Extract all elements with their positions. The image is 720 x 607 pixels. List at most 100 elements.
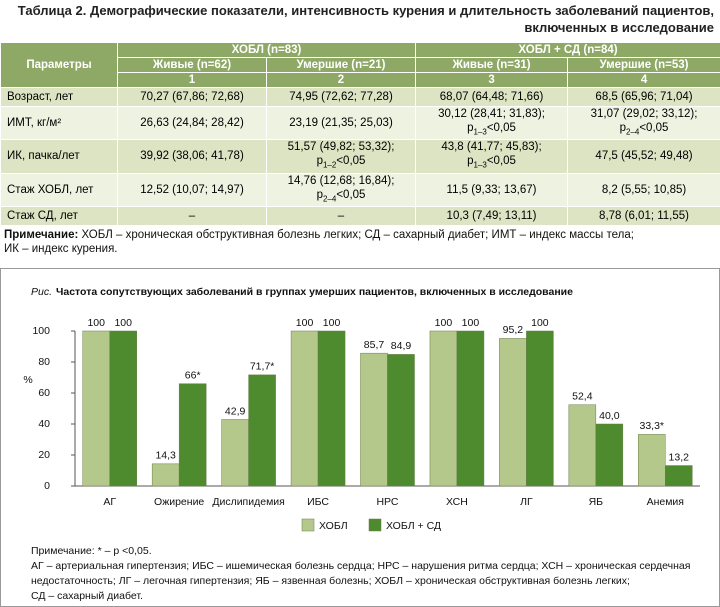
cell: 70,27 (67,86; 72,68) (117, 87, 267, 107)
chart-note: недостаточность; ЛГ – легочная гипертенз… (31, 575, 630, 587)
chart-title: Частота сопутствующих заболеваний в груп… (56, 286, 573, 298)
bar (317, 330, 346, 487)
cell-value: 8,78 (6,01; 11,55) (599, 209, 689, 222)
note-label: Примечание: (4, 229, 79, 241)
x-tick-label: Дислипидемия (212, 496, 285, 508)
cell-value: 26,63 (24,84; 28,42) (140, 117, 244, 130)
value-label: 95,2 (503, 324, 524, 336)
p-label: p (467, 122, 474, 134)
cell-value: 8,2 (5,55; 10,85) (601, 183, 687, 196)
legend-label: ХОБЛ (319, 520, 348, 532)
cell: 8,78 (6,01; 11,55) (567, 205, 720, 226)
p-label: p (467, 155, 474, 168)
bar (499, 338, 527, 487)
cell: 31,07 (29,02; 33,12); p2–4<0,05 (567, 105, 720, 141)
x-tick-label: ХСН (446, 496, 468, 508)
p-rest: <0,05 (486, 155, 516, 168)
p-label: p (619, 122, 626, 134)
table-row: ИМТ, кг/м² 26,63 (24,84; 28,42) 23,19 (21,… (0, 105, 720, 141)
header-cell: Умершие (n=21) (265, 57, 417, 73)
chart: Рис. Частота сопутствующих заболеваний в… (0, 268, 720, 607)
value-label: 100 (323, 317, 341, 329)
cell-value: 23,19 (21,35; 25,03) (289, 117, 393, 130)
p-sub: 2–4 (322, 193, 337, 203)
cell: 11,5 (9,33; 13,67) (415, 172, 569, 207)
value-label: 33,3* (640, 420, 665, 432)
y-tick-label: 100 (32, 325, 50, 337)
value-label: 42,9 (225, 405, 246, 417)
p-label: p (316, 188, 323, 201)
cell: 8,2 (5,55; 10,85) (567, 172, 720, 207)
value-label: 71,7* (250, 361, 275, 373)
cell: 26,63 (24,84; 28,42) (117, 105, 267, 141)
cell: 10,3 (7,49; 13,11) (415, 205, 569, 226)
table-note: Примечание: ХОБЛ – хроническая обструкти… (4, 228, 634, 256)
cell: 39,92 (38,06; 41,78) (117, 139, 267, 174)
cell: 14,76 (12,68; 16,84); p2–4<0,05 (265, 172, 417, 207)
bar (151, 463, 180, 487)
cell-value: 10,3 (7,49; 13,11) (446, 209, 537, 222)
cell-value: 39,92 (38,06; 41,78) (140, 150, 244, 163)
x-tick-label: Ожирение (154, 496, 204, 508)
chart-note: Примечание: * – р <0,05. (31, 545, 152, 557)
cell-value: 70,27 (67,86; 72,68) (140, 91, 244, 103)
row-label: ИК, пачка/лет (0, 139, 118, 174)
header-cell: 1 (117, 72, 267, 88)
bar (178, 383, 207, 487)
cell: – (265, 205, 417, 226)
row-label: Стаж ХОБЛ, лет (0, 172, 118, 207)
header-cell: Живые (n=62) (117, 57, 267, 73)
header-cell: 2 (265, 72, 417, 88)
cell-value: 12,52 (10,07; 14,97) (140, 183, 244, 196)
cell: 68,5 (65,96; 71,04) (567, 87, 720, 107)
value-label: 100 (114, 317, 132, 329)
cell-value: – (337, 209, 345, 222)
title-line: Таблица 2. Демографические показатели, и… (17, 3, 714, 18)
row-label: Стаж СД, лет (0, 205, 118, 226)
bar (290, 330, 319, 487)
x-tick-label: Анемия (647, 496, 684, 508)
header-cell: Умершие (n=53) (567, 57, 720, 73)
bar (638, 434, 666, 487)
title-line: включенных в исследование (524, 20, 714, 35)
p-sub: 1–2 (322, 160, 337, 170)
x-tick-label: ЯБ (589, 496, 604, 508)
p-rest: <0,05 (639, 122, 669, 134)
cell: 51,57 (49,82; 53,32); p1–2<0,05 (265, 139, 417, 174)
header-cell: ХОБЛ (n=83) (116, 42, 417, 58)
table-row: Возраст, лет 70,27 (67,86; 72,68) 74,95 (7… (0, 87, 720, 107)
p-rest: <0,05 (336, 155, 366, 168)
value-label: 14,3 (155, 450, 176, 462)
bar (665, 465, 693, 487)
cell-value: 74,95 (72,62; 77,28) (289, 91, 393, 103)
table: Параметры ХОБЛ (n=83) ХОБЛ + СД (n=84) Жив… (0, 42, 720, 226)
cell: 68,07 (64,48; 71,66) (415, 87, 569, 107)
x-tick-label: АГ (103, 496, 116, 508)
value-label: 66* (185, 369, 201, 381)
p-rest: <0,05 (486, 122, 516, 134)
p-label: p (316, 155, 323, 168)
cell: 23,19 (21,35; 25,03) (265, 105, 417, 141)
cell-value: – (188, 209, 196, 222)
value-label: 100 (462, 317, 480, 329)
value-label: 85,7 (364, 339, 385, 351)
bar (595, 423, 624, 487)
cell-value: 30,12 (28,41; 31,83); (438, 108, 545, 120)
value-label: 52,4 (572, 391, 593, 403)
header-cell: 3 (415, 72, 569, 88)
bar (248, 374, 276, 487)
p-sub: 1–3 (473, 160, 487, 170)
bar (568, 404, 597, 487)
table-row: ИК, пачка/лет 39,92 (38,06; 41,78) 51,57 (… (0, 139, 720, 174)
legend-swatch (301, 518, 315, 532)
figure-label: Рис. (31, 286, 52, 298)
bar (82, 330, 110, 487)
value-label: 100 (531, 317, 549, 329)
bar (360, 352, 388, 487)
p-rest: <0,05 (336, 188, 366, 201)
bar (429, 330, 458, 487)
cell-value: 47,5 (45,52; 49,48) (595, 150, 693, 163)
y-tick-label: 80 (38, 356, 50, 368)
y-tick-label: 60 (38, 387, 50, 399)
chart-note: АГ – артериальная гипертензия; ИБС – ише… (31, 560, 690, 572)
